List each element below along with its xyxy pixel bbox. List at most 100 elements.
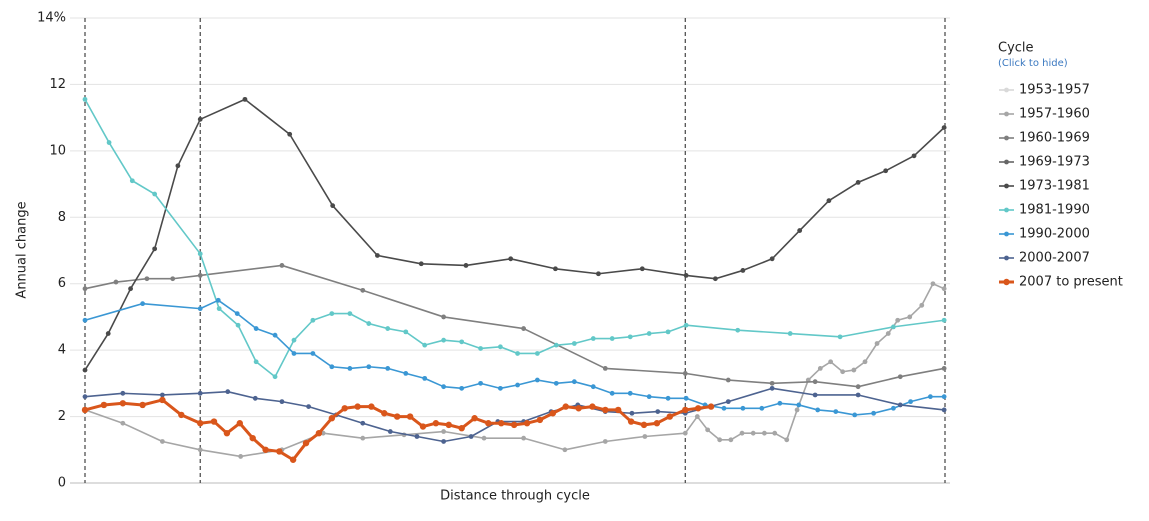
series	[81, 396, 715, 463]
data-point	[740, 268, 746, 273]
legend-item[interactable]: 1981-1990	[999, 203, 1090, 218]
data-point	[441, 314, 447, 320]
legend-item[interactable]: 2007 to present	[999, 275, 1123, 290]
data-point	[534, 351, 540, 356]
data-point	[862, 359, 868, 365]
data-point	[291, 337, 297, 343]
data-point	[468, 434, 474, 439]
data-point	[553, 380, 559, 386]
data-point	[941, 125, 947, 131]
data-point	[120, 390, 126, 396]
data-point	[459, 339, 465, 345]
data-point	[596, 271, 601, 277]
data-point	[262, 446, 269, 453]
legend-item[interactable]: 2000-2007	[999, 251, 1090, 266]
data-point	[911, 153, 917, 159]
legend-item[interactable]: 1990-2000	[999, 227, 1090, 242]
data-point	[772, 430, 778, 436]
legend-swatch-dot	[1004, 255, 1009, 261]
data-point	[683, 273, 689, 278]
data-point	[385, 366, 391, 371]
data-point	[871, 410, 877, 416]
data-point	[497, 385, 503, 391]
data-point	[414, 434, 420, 439]
data-point	[562, 403, 569, 410]
data-point	[510, 421, 518, 429]
y-tick-label: 14%	[37, 11, 66, 26]
data-point	[215, 297, 221, 303]
data-point	[360, 287, 366, 293]
data-point	[329, 311, 335, 317]
data-point	[549, 410, 557, 417]
data-point	[497, 344, 503, 350]
data-point	[441, 429, 447, 434]
data-point	[794, 407, 800, 413]
legend-item[interactable]: 1973-1981	[999, 179, 1090, 194]
data-point	[159, 396, 166, 404]
legend-item[interactable]: 1957-1960	[999, 107, 1090, 122]
data-point	[639, 266, 645, 272]
data-point	[478, 380, 483, 386]
data-point	[225, 389, 231, 395]
data-point	[653, 420, 661, 427]
data-point	[272, 332, 278, 338]
data-point	[627, 334, 633, 340]
data-point	[485, 420, 492, 427]
legend-swatch-dot	[1004, 111, 1009, 117]
data-point	[629, 410, 635, 416]
data-point	[498, 420, 505, 427]
data-point	[328, 415, 336, 422]
data-point	[855, 392, 861, 398]
data-point	[521, 435, 526, 441]
series	[82, 96, 947, 380]
data-point	[197, 420, 204, 427]
legend-item[interactable]: 1953-1957	[999, 83, 1090, 98]
legend-label: 1973-1981	[1019, 179, 1090, 194]
data-point	[432, 420, 440, 427]
data-point	[553, 266, 558, 272]
data-point	[160, 439, 165, 444]
data-point	[769, 256, 775, 262]
data-point	[705, 427, 711, 433]
data-point	[223, 429, 231, 437]
data-point	[828, 359, 834, 365]
data-point	[242, 96, 248, 102]
data-point	[941, 407, 947, 413]
data-point	[445, 421, 452, 429]
series	[82, 281, 947, 459]
data-point	[812, 379, 818, 385]
data-point	[707, 403, 715, 410]
data-point	[784, 437, 790, 443]
data-point	[759, 405, 765, 411]
data-point	[360, 435, 366, 441]
legend-swatch-dot	[1004, 87, 1009, 93]
data-point	[536, 416, 544, 424]
data-point	[279, 399, 285, 405]
legend-label: 2007 to present	[1019, 275, 1123, 290]
data-point	[302, 439, 310, 447]
data-point	[236, 420, 243, 427]
data-point	[521, 326, 526, 331]
data-point	[941, 317, 947, 323]
series-line	[84, 387, 945, 443]
legend-item[interactable]: 1969-1973	[999, 155, 1090, 170]
legend-item[interactable]: 1960-1969	[999, 131, 1090, 146]
data-point	[712, 276, 718, 282]
data-point	[826, 198, 832, 204]
data-point	[609, 390, 615, 396]
data-point	[129, 178, 135, 184]
data-point	[347, 311, 353, 317]
data-point	[140, 301, 146, 307]
data-point	[289, 456, 297, 463]
data-point	[777, 400, 783, 406]
legend-title: Cycle	[998, 41, 1034, 56]
data-point	[728, 437, 734, 443]
data-point	[366, 364, 372, 370]
y-axis-label: Annual change	[15, 201, 30, 298]
data-point	[855, 180, 861, 185]
data-point	[152, 246, 158, 252]
data-point	[721, 405, 727, 411]
data-point	[590, 336, 596, 341]
data-point	[385, 326, 391, 331]
x-axis-label: Distance through cycle	[440, 489, 590, 504]
